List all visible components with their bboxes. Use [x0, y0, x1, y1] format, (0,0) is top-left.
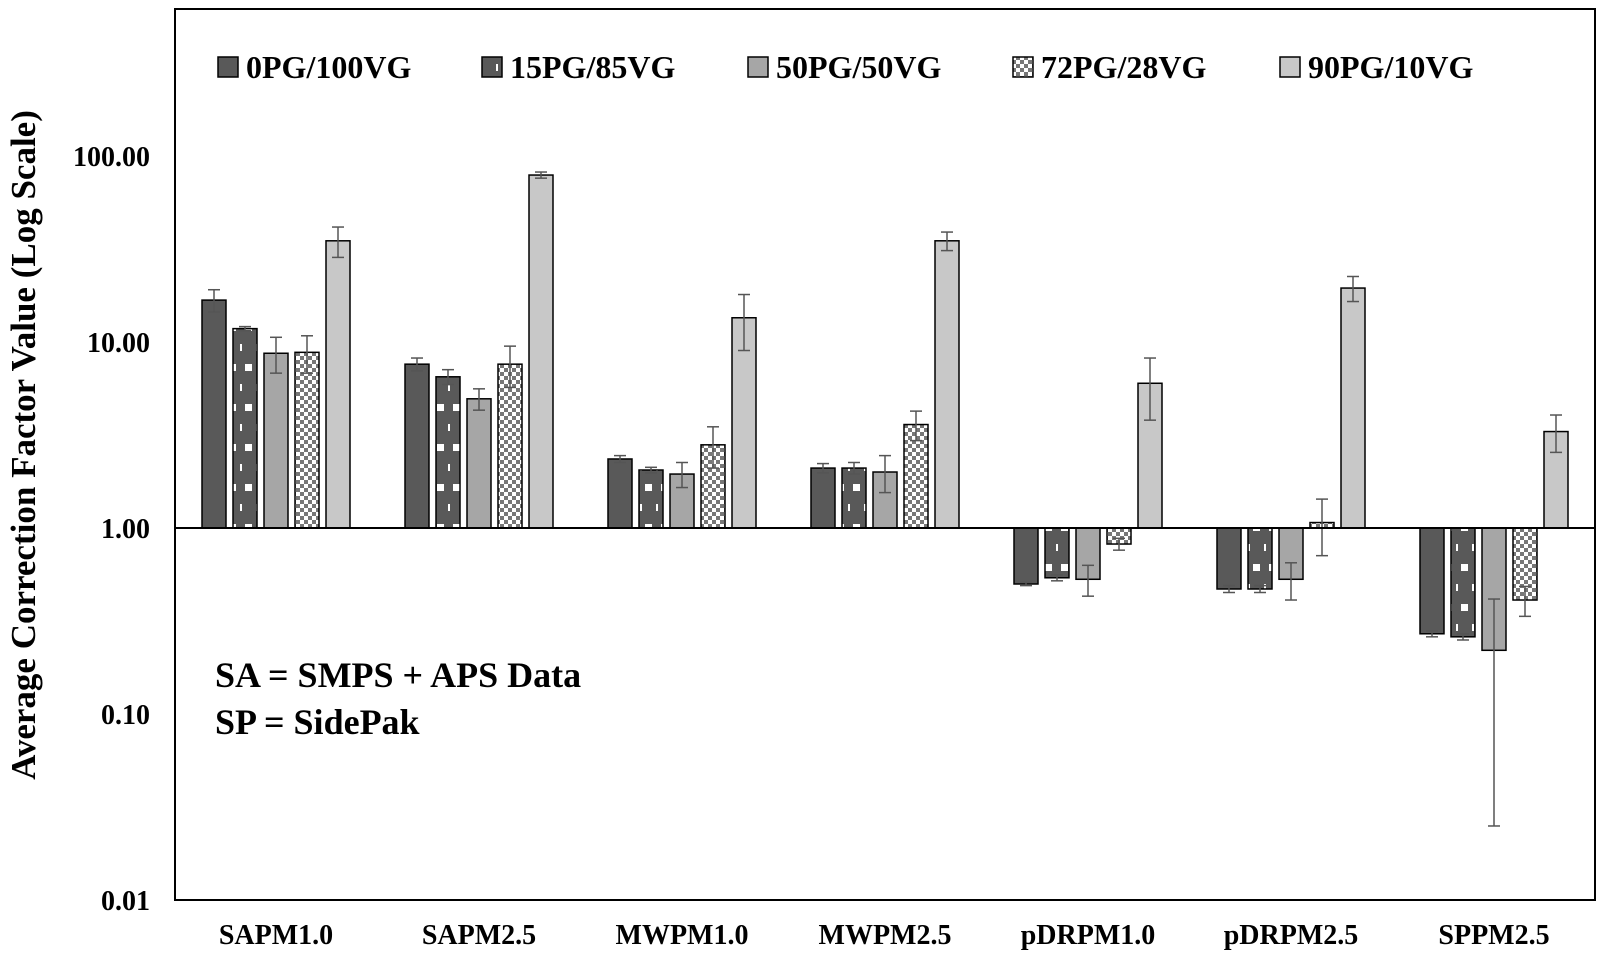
- bar: [201, 299, 227, 529]
- bar: [810, 467, 836, 529]
- x-ticks: SAPM1.0 SAPM2.5 MWPM1.0 MWPM2.5 pDRPM1.0 pDRP…: [219, 920, 1550, 951]
- bars: [201, 171, 1569, 827]
- x-tick-label: pDRPM1.0: [1021, 920, 1156, 951]
- legend-swatch: [481, 56, 503, 78]
- bar-group: [1216, 275, 1366, 601]
- y-tick-label: 100.00: [73, 142, 150, 173]
- y-tick-label: 10.00: [87, 328, 150, 359]
- bar-group: [1419, 414, 1569, 827]
- bar: [263, 352, 289, 529]
- y-tick-label: 0.10: [101, 700, 150, 731]
- x-tick-label: SAPM1.0: [219, 920, 333, 951]
- bar: [325, 240, 351, 529]
- x-tick-label: pDRPM2.5: [1224, 920, 1359, 951]
- y-ticks: 0.01 0.10 1.00 10.00 100.00: [73, 142, 150, 917]
- bar: [404, 363, 430, 529]
- legend-label: 90PG/10VG: [1308, 49, 1473, 85]
- bar: [232, 327, 258, 529]
- legend-swatch: [747, 56, 769, 78]
- bar: [435, 376, 461, 529]
- y-tick-label: 1.00: [101, 514, 150, 545]
- bar: [903, 423, 929, 529]
- legend-label: 0PG/100VG: [246, 49, 411, 85]
- legend: 0PG/100VG 15PG/85VG 50PG/50VG 72PG/28VG 90PG…: [217, 49, 1473, 85]
- bar: [1216, 527, 1242, 590]
- bar: [1340, 287, 1366, 529]
- bar-group: [1013, 357, 1163, 597]
- bar-group: [607, 293, 757, 529]
- bar: [1044, 527, 1070, 579]
- plot-area: [174, 8, 1596, 901]
- x-tick-label: MWPM2.5: [819, 920, 952, 951]
- x-tick-label: SAPM2.5: [422, 920, 536, 951]
- bar: [1013, 527, 1039, 585]
- bar: [528, 174, 554, 529]
- bar: [607, 458, 633, 529]
- legend-label: 50PG/50VG: [776, 49, 941, 85]
- legend-swatch: [1279, 56, 1301, 78]
- bar: [731, 317, 757, 529]
- bar: [638, 469, 664, 529]
- bar: [294, 351, 320, 529]
- bar-group: [404, 171, 554, 529]
- legend-label: 72PG/28VG: [1041, 49, 1206, 85]
- annotation-sp: SP = SidePak: [215, 702, 420, 742]
- bar: [934, 240, 960, 529]
- bar: [466, 398, 492, 529]
- y-tick-label: 0.01: [101, 886, 150, 917]
- legend-swatch: [217, 56, 239, 78]
- bar: [841, 467, 867, 529]
- annotation-sa: SA = SMPS + APS Data: [215, 655, 581, 695]
- legend-label: 15PG/85VG: [510, 49, 675, 85]
- bar-group: [201, 226, 351, 529]
- x-tick-label: MWPM1.0: [616, 920, 749, 951]
- y-axis-label: Average Correction Factor Value (Log Sca…: [4, 110, 43, 780]
- bar-group: [810, 231, 960, 529]
- bar: [1450, 527, 1476, 638]
- bar: [1419, 527, 1445, 635]
- bar: [1247, 527, 1273, 590]
- bar: [497, 363, 523, 529]
- legend-swatch: [1012, 56, 1034, 78]
- x-tick-label: SPPM2.5: [1438, 920, 1549, 951]
